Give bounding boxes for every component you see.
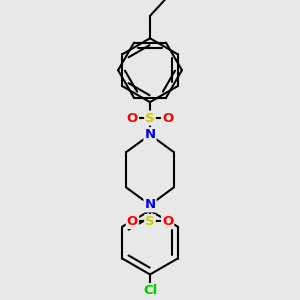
Text: O: O — [162, 112, 173, 124]
Text: O: O — [127, 112, 138, 124]
Text: Cl: Cl — [143, 284, 157, 297]
Text: N: N — [144, 198, 156, 212]
Text: O: O — [162, 215, 173, 228]
Text: O: O — [127, 215, 138, 228]
Text: N: N — [144, 128, 156, 141]
Text: S: S — [145, 215, 155, 228]
Text: S: S — [145, 112, 155, 124]
